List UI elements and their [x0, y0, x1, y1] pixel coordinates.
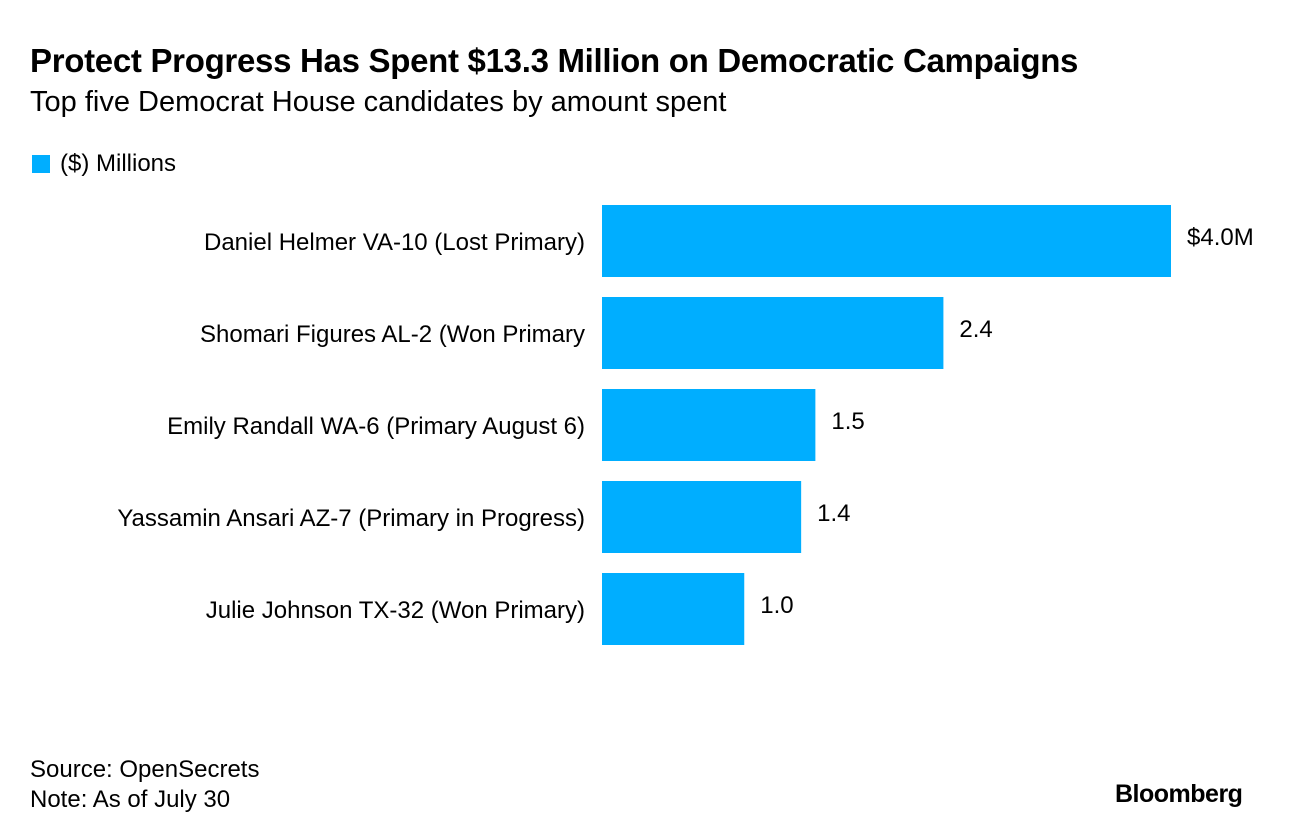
data-label: 1.4 [817, 500, 850, 527]
category-label: Shomari Figures AL-2 (Won Primary [200, 321, 585, 348]
bar [602, 297, 944, 369]
category-label: Daniel Helmer VA-10 (Lost Primary) [204, 229, 585, 256]
category-label: Julie Johnson TX-32 (Won Primary) [206, 597, 585, 624]
category-label: Yassamin Ansari AZ-7 (Primary in Progres… [117, 505, 585, 532]
data-label: 1.0 [760, 592, 793, 619]
data-label: 1.5 [831, 408, 864, 435]
category-label: Emily Randall WA-6 (Primary August 6) [167, 413, 585, 440]
data-label: 2.4 [959, 316, 992, 343]
bar [602, 205, 1171, 277]
chart-title: Protect Progress Has Spent $13.3 Million… [30, 42, 1079, 79]
bloomberg-logo: Bloomberg [1115, 780, 1243, 808]
source-note: Source: OpenSecrets [30, 756, 260, 783]
bar [602, 389, 816, 461]
legend-label: ($) Millions [60, 150, 177, 177]
legend: ($) Millions [32, 150, 176, 178]
chart-subtitle: Top five Democrat House candidates by am… [30, 86, 727, 118]
date-note: Note: As of July 30 [30, 786, 231, 813]
data-label: $4.0M [1187, 224, 1254, 251]
bar [602, 573, 745, 645]
bar-chart: Daniel Helmer VA-10 (Lost Primary) $4.0M S… [117, 205, 1254, 645]
legend-swatch [32, 155, 50, 173]
bar [602, 481, 802, 553]
